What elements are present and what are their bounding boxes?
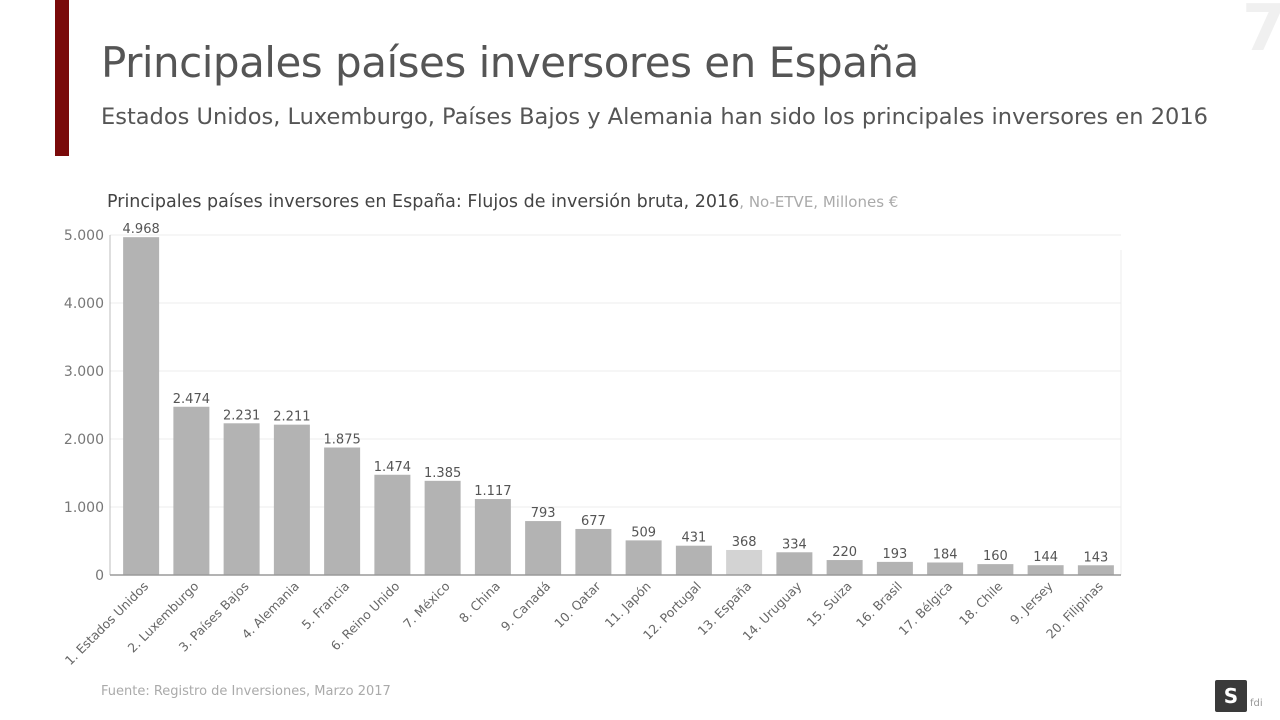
value-label: 793 xyxy=(531,506,556,521)
value-label: 1.474 xyxy=(374,460,411,475)
y-tick-label: 3.000 xyxy=(64,364,104,380)
x-tick-label: 11. Japón xyxy=(602,579,654,631)
y-tick-label: 0 xyxy=(95,568,104,584)
x-tick-label: 1. Estados Unidos xyxy=(62,579,152,669)
x-tick-label: 10. Qatar xyxy=(551,578,604,631)
bar xyxy=(324,447,361,575)
x-tick-label: 9. Jersey xyxy=(1007,578,1056,627)
x-tick-label: 9. Canadá xyxy=(498,579,553,634)
value-label: 4.968 xyxy=(123,222,160,237)
bar xyxy=(474,499,511,575)
bar xyxy=(525,521,562,575)
bar xyxy=(374,474,411,575)
bar xyxy=(1027,565,1064,575)
logo-tag: fdi xyxy=(1250,698,1263,709)
bar xyxy=(173,406,210,575)
y-tick-label: 5.000 xyxy=(64,228,104,244)
value-label: 143 xyxy=(1083,550,1108,565)
value-label: 1.117 xyxy=(474,484,511,499)
value-label: 2.474 xyxy=(173,392,210,407)
value-label: 509 xyxy=(631,525,656,540)
value-label: 1.875 xyxy=(324,433,361,448)
value-label: 160 xyxy=(983,549,1008,564)
bar xyxy=(424,480,461,575)
value-label: 2.231 xyxy=(223,408,260,423)
y-tick-label: 2.000 xyxy=(64,432,104,448)
accent-bar xyxy=(55,0,69,156)
bar xyxy=(776,552,813,575)
bar xyxy=(826,560,863,575)
x-tick-label: 7. México xyxy=(400,579,453,632)
value-label: 431 xyxy=(681,531,706,546)
bar xyxy=(927,562,964,575)
bar xyxy=(1077,565,1114,575)
value-label: 193 xyxy=(882,547,907,562)
page-title: Principales países inversores en España xyxy=(101,38,919,87)
bar xyxy=(575,528,612,575)
bar xyxy=(625,540,662,575)
bar xyxy=(273,424,310,575)
value-label: 1.385 xyxy=(424,466,461,481)
chart-title-main: Principales países inversores en España:… xyxy=(107,192,740,212)
bar xyxy=(726,549,763,575)
x-tick-label: 17. Bélgica xyxy=(895,579,955,639)
x-tick-label: 8. China xyxy=(456,579,503,626)
source-note: Fuente: Registro de Inversiones, Marzo 2… xyxy=(101,684,391,699)
chart-title: Principales países inversores en España:… xyxy=(107,192,898,212)
value-label: 2.211 xyxy=(273,410,310,425)
chart-title-units: , No-ETVE, Millones € xyxy=(739,193,899,211)
bar xyxy=(123,237,160,575)
value-label: 368 xyxy=(732,535,757,550)
bar xyxy=(675,545,712,575)
y-tick-label: 1.000 xyxy=(64,500,104,516)
x-tick-label: 18. Chile xyxy=(956,578,1006,628)
page-number: 7 xyxy=(1242,0,1280,66)
value-label: 184 xyxy=(933,547,958,562)
value-label: 334 xyxy=(782,537,807,552)
x-tick-label: 15. Suiza xyxy=(804,579,855,630)
bar xyxy=(977,564,1014,575)
y-tick-label: 4.000 xyxy=(64,296,104,312)
bar xyxy=(223,423,260,575)
value-label: 220 xyxy=(832,545,857,560)
value-label: 144 xyxy=(1033,550,1058,565)
x-tick-label: 16. Brasil xyxy=(853,579,905,631)
logo-icon: S xyxy=(1215,680,1247,712)
value-label: 677 xyxy=(581,514,606,529)
x-tick-label: 5. Francia xyxy=(299,579,353,633)
page-subtitle: Estados Unidos, Luxemburgo, Países Bajos… xyxy=(101,104,1208,130)
bar xyxy=(876,561,913,575)
